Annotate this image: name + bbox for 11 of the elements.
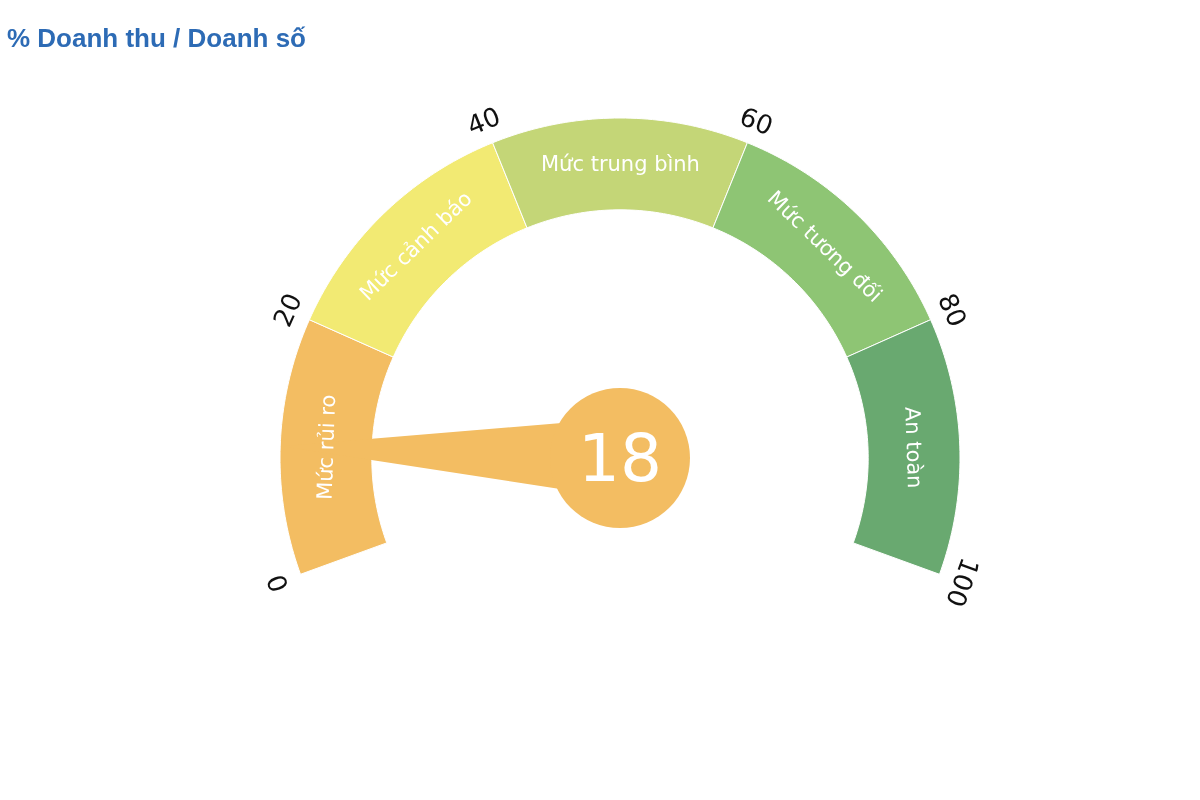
text: 80 [932,288,973,332]
slice-label: Mức trung bình [541,152,700,176]
text: 40 [462,100,505,142]
chart-title: % Doanh thu / Doanh số [7,23,307,53]
slice-label: Mức rủi ro [312,394,341,501]
text: 20 [267,288,308,332]
text: 60 [735,100,778,142]
text: 18 [578,420,662,497]
text: 0 [260,570,295,597]
slice-label: An toàn [900,406,928,489]
text: 100 [940,554,986,611]
